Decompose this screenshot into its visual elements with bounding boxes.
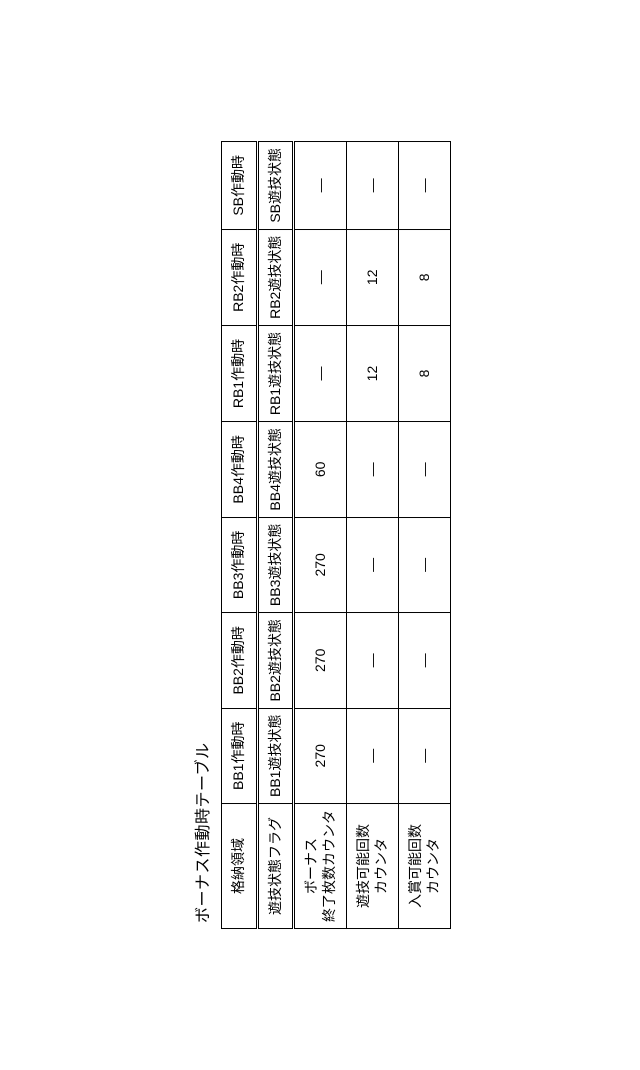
col-header: SB作動時 xyxy=(222,141,258,229)
table-row: ボーナス終了枚数カウンタ 270 270 270 60 — — — xyxy=(294,141,347,928)
table-cell: — xyxy=(399,422,451,517)
table-cell: 270 xyxy=(294,708,347,803)
table-cell: — xyxy=(399,517,451,612)
table-cell: — xyxy=(347,422,399,517)
table-title: ボーナス作動時テーブル xyxy=(189,141,213,923)
col-header: RB2作動時 xyxy=(222,229,258,325)
table-cell: RB1遊技状態 xyxy=(257,325,294,421)
table-cell: BB3遊技状態 xyxy=(257,517,294,612)
col-header: BB3作動時 xyxy=(222,517,258,612)
table-row: 遊技可能回数カウンタ — — — — 12 12 — xyxy=(347,141,399,928)
row-label: 遊技可能回数カウンタ xyxy=(347,804,399,929)
rotated-table-container: ボーナス作動時テーブル 格納領域 BB1作動時 BB2作動時 BB3作動時 BB… xyxy=(189,141,451,929)
col-header: RB1作動時 xyxy=(222,325,258,421)
table-cell: 8 xyxy=(399,325,451,421)
table-cell: 12 xyxy=(347,229,399,325)
table-cell: BB2遊技状態 xyxy=(257,613,294,708)
table-cell: — xyxy=(294,325,347,421)
table-cell: — xyxy=(399,708,451,803)
col-header: BB2作動時 xyxy=(222,613,258,708)
table-cell: 8 xyxy=(399,229,451,325)
page: ボーナス作動時テーブル 格納領域 BB1作動時 BB2作動時 BB3作動時 BB… xyxy=(0,0,640,1070)
row-label: ボーナス終了枚数カウンタ xyxy=(294,804,347,929)
corner-header: 格納領域 xyxy=(222,804,258,929)
table-cell: BB1遊技状態 xyxy=(257,708,294,803)
table-cell: — xyxy=(347,708,399,803)
table-cell: SB遊技状態 xyxy=(257,141,294,229)
table-cell: 60 xyxy=(294,422,347,517)
table-cell: BB4遊技状態 xyxy=(257,422,294,517)
table-cell: — xyxy=(294,229,347,325)
table-cell: 270 xyxy=(294,613,347,708)
table-header-row: 格納領域 BB1作動時 BB2作動時 BB3作動時 BB4作動時 RB1作動時 … xyxy=(222,141,258,928)
table-cell: 270 xyxy=(294,517,347,612)
col-header: BB4作動時 xyxy=(222,422,258,517)
row-label: 入賞可能回数カウンタ xyxy=(399,804,451,929)
table-row: 入賞可能回数カウンタ — — — — 8 8 — xyxy=(399,141,451,928)
table-cell: — xyxy=(347,517,399,612)
table-cell: — xyxy=(399,613,451,708)
table-cell: — xyxy=(347,613,399,708)
table-cell: 12 xyxy=(347,325,399,421)
col-header: BB1作動時 xyxy=(222,708,258,803)
row-label: 遊技状態フラグ xyxy=(257,804,294,929)
table-cell: RB2遊技状態 xyxy=(257,229,294,325)
table-cell: — xyxy=(347,141,399,229)
table-cell: — xyxy=(294,141,347,229)
table-row: 遊技状態フラグ BB1遊技状態 BB2遊技状態 BB3遊技状態 BB4遊技状態 … xyxy=(257,141,294,928)
table-cell: — xyxy=(399,141,451,229)
bonus-activation-table: 格納領域 BB1作動時 BB2作動時 BB3作動時 BB4作動時 RB1作動時 … xyxy=(221,141,451,929)
